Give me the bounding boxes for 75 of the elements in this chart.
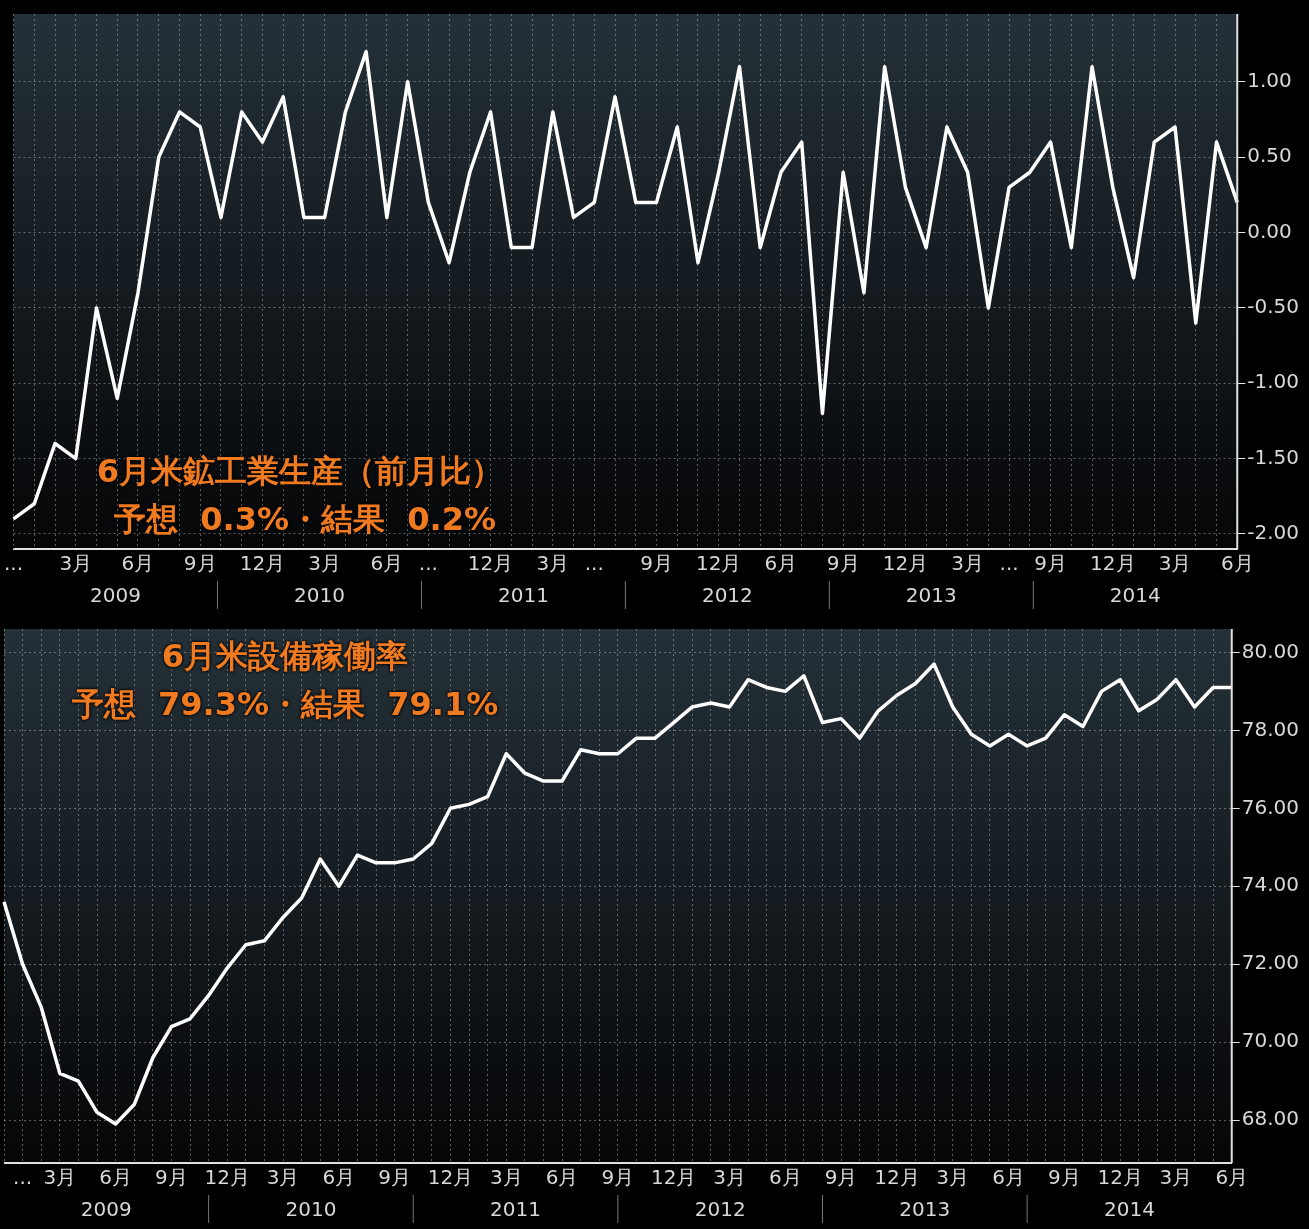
text: 2013: [899, 1197, 951, 1222]
x-tick-label: 3月: [713, 1165, 746, 1190]
y-tick-label: -1.00: [1247, 369, 1299, 394]
x-tick-label: 3月: [936, 1165, 970, 1190]
text: 2012: [694, 1197, 746, 1222]
x-tick-label: ...: [418, 551, 438, 576]
x-tick-label: ...: [584, 551, 604, 576]
text: 予想 0.3%・結果 0.2%: [113, 500, 497, 539]
text: 2014: [1103, 1197, 1155, 1222]
x-tick-label: 3月: [59, 551, 93, 576]
chart-title: 6月米設備稼働率: [161, 637, 409, 676]
x-tick-label: 12月: [239, 551, 286, 576]
x-tick-label: 3月: [489, 1165, 523, 1190]
text: 2012: [701, 583, 753, 608]
x-tick-label: 9月: [183, 551, 217, 576]
x-tick-label: 6月: [545, 1165, 579, 1190]
x-tick-label: 6月: [121, 551, 155, 576]
x-tick-label: 9月: [824, 1165, 858, 1190]
x-tick-label: 3月: [951, 551, 984, 576]
y-tick-label: 76.00: [1241, 794, 1300, 819]
x-tick-label: 3月: [1159, 1165, 1193, 1190]
x-tick-label: 12月: [696, 551, 742, 576]
text: 2009: [80, 1197, 132, 1222]
y-tick-label: -2.00: [1247, 520, 1299, 545]
y-tick-label: 72.00: [1241, 950, 1300, 975]
x-tick-label: 12月: [650, 1165, 697, 1190]
x-tick-label: ...: [13, 1165, 33, 1190]
text: 2010: [294, 583, 345, 608]
x-tick-label: 12月: [874, 1165, 920, 1190]
x-tick-label: 6月: [322, 1165, 356, 1190]
x-tick-label: 9月: [1034, 551, 1067, 576]
y-tick-label: 80.00: [1241, 638, 1300, 663]
x-tick-label: 6月: [1220, 551, 1254, 576]
x-tick-label: 6月: [370, 551, 404, 576]
x-tick-label: 9月: [601, 1165, 635, 1190]
y-tick-label: 1.00: [1247, 68, 1292, 93]
x-tick-label: 3月: [536, 551, 570, 576]
text: 2014: [1109, 583, 1161, 608]
x-tick-label: 3月: [308, 551, 342, 576]
y-tick-label: -0.50: [1247, 294, 1299, 319]
text: 2011: [490, 1197, 542, 1222]
y-tick-label: -1.50: [1247, 444, 1299, 469]
x-tick-label: 9月: [640, 551, 673, 576]
y-tick-label: 0.50: [1247, 143, 1292, 168]
text: 6月米鉱工業生産（前月比）: [96, 452, 504, 491]
x-tick-label: 6月: [992, 1165, 1025, 1190]
x-tick-label: ...: [999, 551, 1019, 576]
x-tick-label: 6月: [768, 1165, 802, 1190]
x-tick-label: 12月: [1090, 551, 1136, 576]
x-tick-label: 3月: [266, 1165, 300, 1190]
text: 2013: [905, 583, 957, 608]
y-tick-label: 74.00: [1241, 872, 1300, 897]
y-tick-label: 68.00: [1241, 1106, 1300, 1131]
x-tick-label: 6月: [99, 1165, 132, 1190]
x-tick-label: 12月: [467, 551, 514, 576]
x-tick-label: 12月: [204, 1165, 250, 1190]
x-tick-label: 9月: [826, 551, 860, 576]
x-tick-label: 12月: [882, 551, 929, 576]
x-tick-label: 3月: [43, 1165, 77, 1190]
x-tick-label: 12月: [427, 1165, 474, 1190]
x-tick-label: 3月: [1158, 551, 1192, 576]
x-tick-label: 9月: [155, 1165, 188, 1190]
text: 2010: [285, 1197, 337, 1222]
x-tick-label: 6月: [1215, 1165, 1249, 1190]
x-tick-label: 9月: [1047, 1165, 1081, 1190]
x-tick-label: 9月: [378, 1165, 412, 1190]
x-tick-label: 12月: [1097, 1165, 1143, 1190]
text: 2011: [497, 583, 549, 608]
text: 予想 79.3%・結果 79.1%: [71, 685, 499, 724]
text: 2009: [90, 583, 141, 608]
x-tick-label: ...: [4, 551, 24, 576]
y-tick-label: 78.00: [1241, 716, 1300, 741]
y-tick-label: 0.00: [1247, 218, 1292, 243]
y-tick-label: 70.00: [1241, 1028, 1300, 1053]
x-tick-label: 6月: [764, 551, 798, 576]
